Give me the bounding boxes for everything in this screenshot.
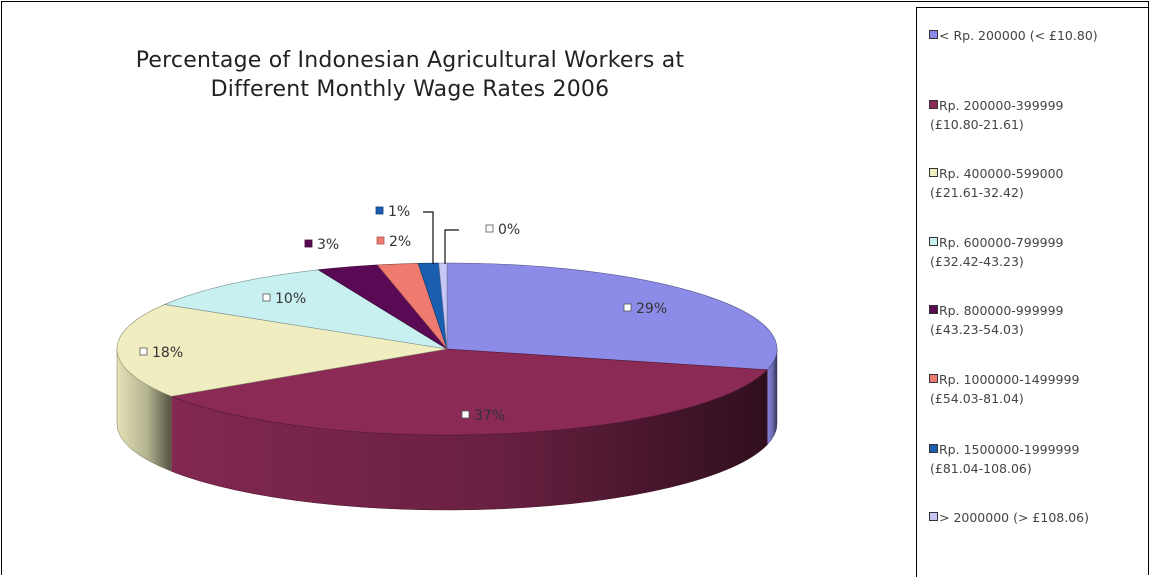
legend-swatch — [929, 305, 938, 314]
data-label-2: 37% — [461, 408, 505, 424]
data-label-text-5: 3% — [317, 237, 339, 253]
legend-label: Rp. 400000-599000 — [939, 166, 1064, 181]
legend-label-line-2: (£43.23-54.03) — [930, 322, 1024, 337]
legend-swatch — [929, 512, 938, 521]
legend-label: Rp. 600000-799999 — [939, 235, 1064, 250]
legend-swatch — [929, 30, 938, 39]
legend-item-2: Rp. 200000-399999 (£10.80-21.61) — [929, 96, 1147, 134]
pie-chart: 29% 37% 18% 10% 3% 2% 1% 0% — [116, 204, 778, 511]
legend-line-1: < Rp. 200000 (< £10.80) — [929, 26, 1147, 45]
data-label-swatch-1 — [623, 303, 632, 312]
data-label-swatch-8 — [485, 224, 494, 233]
legend-label-line-2: (£32.42-43.23) — [930, 254, 1024, 269]
legend-label: Rp. 1500000-1999999 — [939, 442, 1080, 457]
legend-label-line-2: (£54.03-81.04) — [930, 391, 1024, 406]
legend-item-7: Rp. 1500000-1999999 (£81.04-108.06) — [929, 440, 1147, 478]
data-label-swatch-2 — [461, 410, 470, 419]
legend-swatch — [929, 168, 938, 177]
legend-item-1: < Rp. 200000 (< £10.80) — [929, 26, 1147, 45]
legend-item-5: Rp. 800000-999999 (£43.23-54.03) — [929, 301, 1147, 339]
data-label-text-4: 10% — [275, 291, 306, 307]
legend-line-1: Rp. 600000-799999 — [929, 233, 1147, 252]
legend-item-6: Rp. 1000000-1499999 (£54.03-81.04) — [929, 370, 1147, 408]
legend-swatch — [929, 100, 938, 109]
legend-line-1: Rp. 200000-399999 — [929, 96, 1147, 115]
legend-swatch — [929, 444, 938, 453]
data-label-8: 0% — [485, 222, 520, 238]
data-label-swatch-6 — [376, 236, 385, 245]
legend-line-1: Rp. 800000-999999 — [929, 301, 1147, 320]
leader-line-7 — [423, 211, 434, 264]
data-label-swatch-5 — [304, 239, 313, 248]
data-label-7: 1% — [375, 204, 410, 220]
data-label-text-1: 29% — [636, 301, 667, 317]
legend-label: Rp. 800000-999999 — [939, 303, 1064, 318]
pie-slice-4 — [163, 269, 448, 350]
legend-item-8: > 2000000 (> £108.06) — [929, 508, 1147, 527]
legend-label-line-2: (£10.80-21.61) — [930, 117, 1024, 132]
data-label-6: 2% — [376, 234, 411, 250]
data-label-text-7: 1% — [388, 204, 410, 220]
data-label-text-6: 2% — [389, 234, 411, 250]
data-label-swatch-4 — [262, 293, 271, 302]
legend-line-1: Rp. 1000000-1499999 — [929, 370, 1147, 389]
data-label-4: 10% — [262, 291, 306, 307]
chart-title-line-1: Percentage of Indonesian Agricultural Wo… — [135, 48, 685, 73]
legend-item-4: Rp. 600000-799999 (£32.42-43.23) — [929, 233, 1147, 271]
legend-item-3: Rp. 400000-599000 (£21.61-32.42) — [929, 164, 1147, 202]
legend-label-line-2: (£81.04-108.06) — [930, 461, 1032, 476]
pie-top — [116, 262, 778, 436]
data-label-3: 18% — [139, 345, 183, 361]
data-label-swatch-7 — [375, 206, 384, 215]
data-label-text-8: 0% — [498, 222, 520, 238]
legend-swatch — [929, 237, 938, 246]
data-label-5: 3% — [304, 237, 339, 253]
legend-label: Rp. 1000000-1499999 — [939, 372, 1080, 387]
chart-title-line-2: Different Monthly Wage Rates 2006 — [210, 77, 610, 102]
legend-label: > 2000000 (> £108.06) — [939, 510, 1089, 525]
pie-slice-3 — [116, 304, 448, 397]
leader-line-8 — [444, 229, 459, 264]
pie-data-labels: 29% 37% 18% 10% 3% 2% 1% 0% — [139, 204, 667, 424]
legend-line-1: Rp. 400000-599000 — [929, 164, 1147, 183]
data-label-1: 29% — [623, 301, 667, 317]
pie-slice-2 — [170, 348, 768, 436]
legend-label: < Rp. 200000 (< £10.80) — [939, 28, 1098, 43]
pie-slice-8 — [438, 262, 448, 350]
legend-label-line-2: (£21.61-32.42) — [930, 185, 1024, 200]
data-label-swatch-3 — [139, 347, 148, 356]
data-label-text-3: 18% — [152, 345, 183, 361]
legend-swatch — [929, 374, 938, 383]
chart-legend: < Rp. 200000 (< £10.80) Rp. 200000-399999… — [916, 7, 1148, 577]
legend-line-1: > 2000000 (> £108.06) — [929, 508, 1147, 527]
legend-line-1: Rp. 1500000-1999999 — [929, 440, 1147, 459]
data-label-text-2: 37% — [474, 408, 505, 424]
pie-slice-1 — [446, 262, 778, 371]
legend-label: Rp. 200000-399999 — [939, 98, 1064, 113]
chart-title: Percentage of Indonesian Agricultural Wo… — [40, 46, 780, 104]
